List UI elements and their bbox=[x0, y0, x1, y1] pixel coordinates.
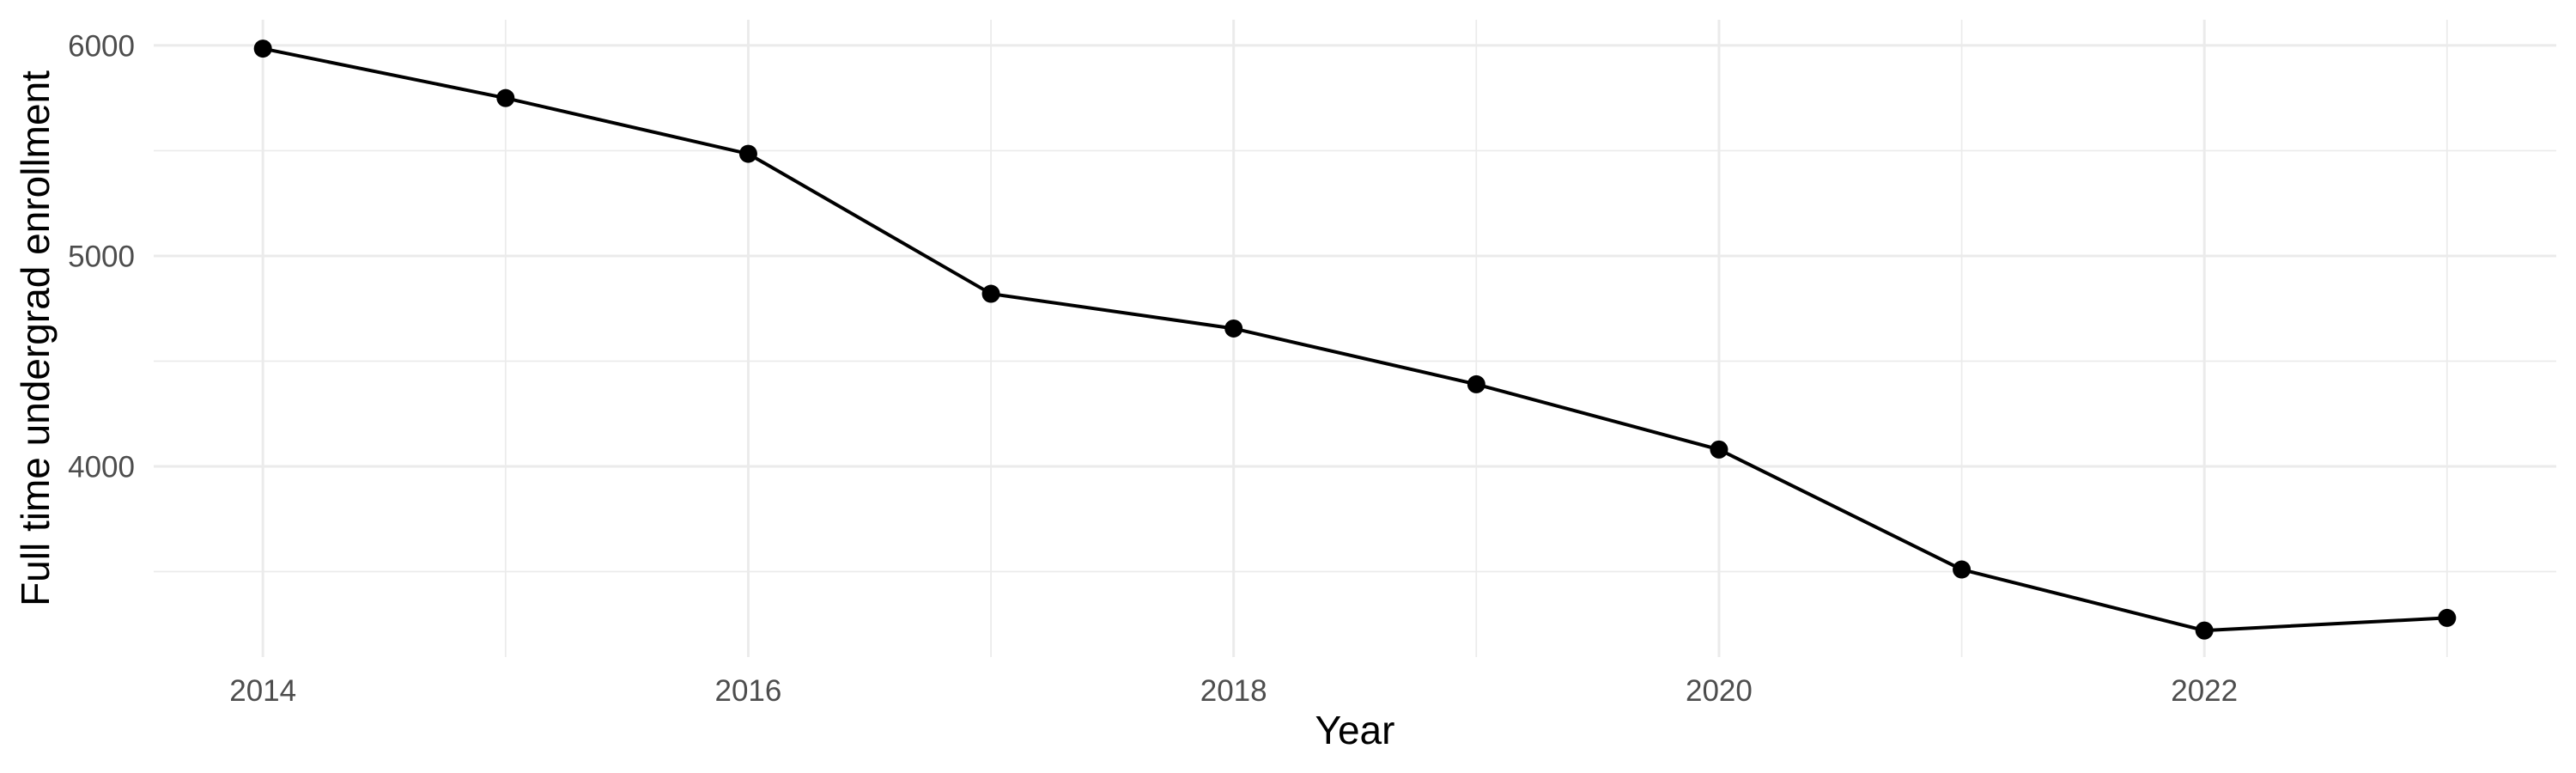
major-gridlines bbox=[154, 20, 2556, 657]
y-tick-label-5000: 5000 bbox=[68, 240, 135, 273]
data-point-2018 bbox=[1224, 319, 1243, 338]
data-point-2015 bbox=[496, 88, 515, 107]
x-axis-tick-labels: 2014 2016 2018 2020 2022 bbox=[229, 674, 2238, 708]
minor-gridlines bbox=[154, 20, 2556, 657]
x-axis-title: Year bbox=[1315, 708, 1395, 752]
y-axis-tick-labels: 4000 5000 6000 bbox=[68, 29, 135, 484]
data-point-markers bbox=[253, 40, 2457, 640]
data-point-2014 bbox=[253, 40, 272, 58]
data-point-2020 bbox=[1710, 440, 1728, 459]
x-tick-label-2014: 2014 bbox=[229, 674, 296, 708]
enrollment-series-line bbox=[262, 46, 2447, 633]
data-point-2023 bbox=[2438, 608, 2457, 627]
y-axis-title: Full time undergrad enrollment bbox=[13, 70, 58, 606]
x-tick-label-2020: 2020 bbox=[1686, 674, 1753, 708]
data-point-2019 bbox=[1467, 374, 1485, 393]
data-point-2016 bbox=[738, 144, 757, 163]
x-tick-label-2016: 2016 bbox=[714, 674, 781, 708]
x-tick-label-2022: 2022 bbox=[2171, 674, 2238, 708]
y-tick-label-4000: 4000 bbox=[68, 450, 135, 484]
data-point-2021 bbox=[1953, 560, 1971, 579]
series-line bbox=[262, 46, 2447, 633]
x-tick-label-2018: 2018 bbox=[1200, 674, 1267, 708]
data-point-2022 bbox=[2195, 621, 2214, 640]
y-tick-label-6000: 6000 bbox=[68, 29, 135, 63]
data-point-2017 bbox=[981, 284, 1000, 303]
